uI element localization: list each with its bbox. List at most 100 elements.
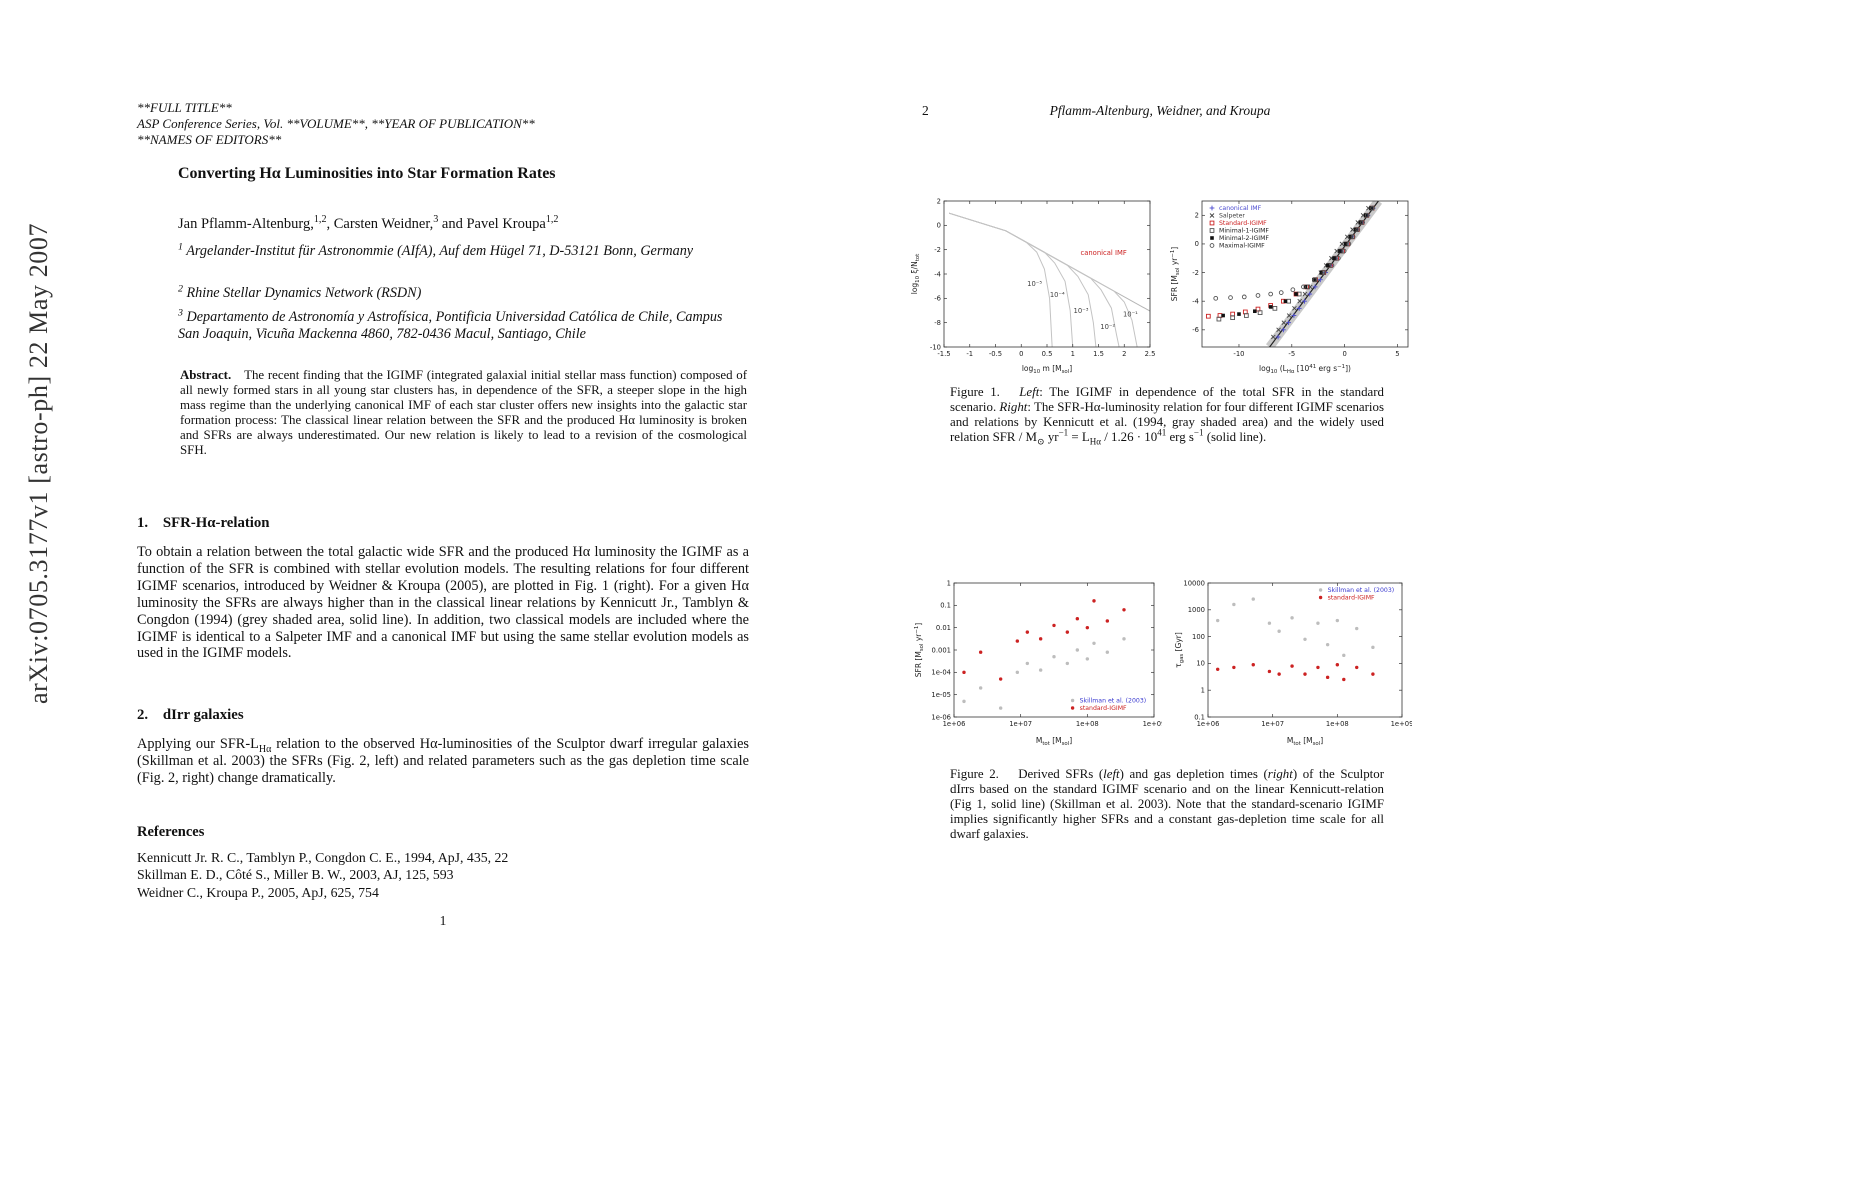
svg-text:1e+06: 1e+06 xyxy=(1197,720,1220,728)
svg-text:log10 m [Msol]: log10 m [Msol] xyxy=(1022,364,1072,375)
running-title: Pflamm-Altenburg, Weidner, and Kroupa xyxy=(1049,103,1271,118)
paper-title: Converting Hα Luminosities into Star For… xyxy=(178,165,556,182)
header-line-2: ASP Conference Series, Vol. **VOLUME**, … xyxy=(137,116,535,131)
figure-1-right-plot: -10 -5 0 5 2 0 -2 -4 -6 log10 (LHα [1041 erg s−1]… xyxy=(1168,195,1420,382)
svg-text:1: 1 xyxy=(1201,687,1205,695)
svg-text:-2: -2 xyxy=(1192,269,1199,277)
author-list: Jan Pflamm-Altenburg,1,2, Carsten Weidne… xyxy=(178,214,559,232)
svg-text:Skillman et al. (2003): Skillman et al. (2003) xyxy=(1328,587,1395,594)
figure-2-left-plot: 1e+06 1e+07 1e+08 1e+09 1e-06 1e-05 1e-04 0.001… xyxy=(912,577,1165,754)
svg-text:100: 100 xyxy=(1192,633,1205,641)
svg-text:1e+06: 1e+06 xyxy=(943,720,966,728)
svg-text:Minimal-2-IGIMF: Minimal-2-IGIMF xyxy=(1219,235,1269,242)
svg-text:10: 10 xyxy=(1196,660,1205,668)
svg-text:canonical IMF: canonical IMF xyxy=(1080,249,1126,257)
svg-text:log10 ξ/Ntot: log10 ξ/Ntot xyxy=(910,254,921,295)
reference-item: Skillman E. D., Côté S., Miller B. W., 2… xyxy=(137,867,454,883)
svg-text:1e+08: 1e+08 xyxy=(1076,720,1099,728)
svg-text:1000: 1000 xyxy=(1188,606,1205,614)
svg-text:1: 1 xyxy=(947,579,951,587)
svg-text:1.5: 1.5 xyxy=(1093,350,1104,358)
svg-text:0.1: 0.1 xyxy=(940,602,951,610)
svg-text:Maximal-IGIMF: Maximal-IGIMF xyxy=(1219,243,1265,250)
svg-text:2.5: 2.5 xyxy=(1145,350,1156,358)
svg-text:0.1: 0.1 xyxy=(1194,713,1205,721)
svg-text:1: 1 xyxy=(1071,350,1075,358)
conference-header: **FULL TITLE** ASP Conference Series, Vo… xyxy=(137,100,535,148)
svg-text:Mtot [Msol]: Mtot [Msol] xyxy=(1287,736,1323,747)
svg-text:10000: 10000 xyxy=(1183,579,1205,587)
svg-text:1e+07: 1e+07 xyxy=(1009,720,1032,728)
svg-text:0.01: 0.01 xyxy=(936,624,951,632)
header-line-1: **FULL TITLE** xyxy=(137,100,232,115)
svg-text:standard-IGIMF: standard-IGIMF xyxy=(1328,595,1375,602)
svg-text:5: 5 xyxy=(1395,350,1399,358)
svg-text:-4: -4 xyxy=(1192,297,1199,305)
section-1-body: To obtain a relation between the total g… xyxy=(137,544,749,662)
reference-item: Weidner C., Kroupa P., 2005, ApJ, 625, 7… xyxy=(137,884,379,900)
figure-2-right-plot: 1e+06 1e+07 1e+08 1e+09 0.1 1 10 100 1000 10000 Mt… xyxy=(1172,577,1413,754)
page-2: 2 Pflamm-Altenburg, Weidner, and Kroupa … xyxy=(900,95,1600,1175)
figure-1-left-plot: -1.5 -1 -0.5 0 0.5 1 1.5 2 2.5 2 0 -2 -4 -6 -8 -10 log10… xyxy=(908,195,1160,382)
svg-text:10⁻¹: 10⁻¹ xyxy=(1123,311,1138,319)
svg-text:-1: -1 xyxy=(966,350,973,358)
reference-list: Kennicutt Jr. R. C., Tamblyn P., Congdon… xyxy=(137,849,508,901)
affiliation-1: 1 Argelander-Institut für Astronommie (A… xyxy=(178,241,694,259)
svg-text:2: 2 xyxy=(1122,350,1126,358)
page-1: **FULL TITLE** ASP Conference Series, Vo… xyxy=(137,95,749,1175)
section-2-heading: 2. dIrr galaxies xyxy=(137,707,244,723)
svg-text:0: 0 xyxy=(1342,350,1346,358)
svg-text:0.001: 0.001 xyxy=(932,646,951,654)
svg-text:10⁻⁵: 10⁻⁵ xyxy=(1027,280,1042,288)
svg-text:1e-05: 1e-05 xyxy=(931,691,951,699)
svg-text:-6: -6 xyxy=(1192,326,1199,334)
svg-text:SFR [Msol yr−1]: SFR [Msol yr−1] xyxy=(914,623,925,678)
figure-1-caption: Figure 1. Left: The IGIMF in dependence … xyxy=(950,385,1384,447)
svg-text:2: 2 xyxy=(1195,212,1199,220)
svg-text:Standard-IGIMF: Standard-IGIMF xyxy=(1219,220,1267,227)
svg-text:0: 0 xyxy=(937,222,941,230)
svg-text:-2: -2 xyxy=(934,246,941,254)
svg-text:-4: -4 xyxy=(934,270,941,278)
figure-2-caption: Figure 2. Derived SFRs (left) and gas de… xyxy=(950,767,1385,841)
svg-text:10⁻²: 10⁻² xyxy=(1100,323,1115,331)
arxiv-stamp: arXiv:0705.3177v1 [astro-ph] 22 May 2007 xyxy=(24,222,53,704)
svg-text:-6: -6 xyxy=(934,295,941,303)
svg-text:1e+07: 1e+07 xyxy=(1261,720,1284,728)
svg-text:-10: -10 xyxy=(1233,350,1244,358)
svg-text:0: 0 xyxy=(1019,350,1023,358)
svg-text:10⁻³: 10⁻³ xyxy=(1074,307,1089,315)
svg-text:1e-04: 1e-04 xyxy=(931,669,951,677)
svg-text:Skillman et al. (2003): Skillman et al. (2003) xyxy=(1080,698,1147,705)
reference-item: Kennicutt Jr. R. C., Tamblyn P., Congdon… xyxy=(137,850,509,865)
abstract: Abstract. The recent finding that the IG… xyxy=(180,368,747,457)
svg-text:-10: -10 xyxy=(930,343,941,351)
svg-text:SFR [Msol yr−1]: SFR [Msol yr−1] xyxy=(1170,247,1181,302)
svg-text:10⁻⁴: 10⁻⁴ xyxy=(1050,291,1065,299)
svg-text:-1.5: -1.5 xyxy=(937,350,950,358)
svg-text:2: 2 xyxy=(937,197,941,205)
svg-text:1e+08: 1e+08 xyxy=(1326,720,1349,728)
svg-text:-0.5: -0.5 xyxy=(989,350,1002,358)
header-line-3: **NAMES OF EDITORS** xyxy=(137,132,282,147)
svg-text:1e-06: 1e-06 xyxy=(931,713,951,721)
svg-text:0.5: 0.5 xyxy=(1042,350,1053,358)
svg-text:Minimal-1-IGIMF: Minimal-1-IGIMF xyxy=(1219,228,1269,235)
svg-text:1e+09: 1e+09 xyxy=(1391,720,1412,728)
svg-text:-8: -8 xyxy=(934,319,941,327)
svg-text:τgas [Gyr]: τgas [Gyr] xyxy=(1174,632,1185,668)
svg-text:standard-IGIMF: standard-IGIMF xyxy=(1080,705,1127,712)
affiliation-3: 3 Departamento de Astronomía y Astrofísi… xyxy=(178,307,723,343)
svg-text:log10 (LHα [1041 erg s−1]): log10 (LHα [1041 erg s−1]) xyxy=(1259,364,1351,375)
page-2-number: 2 xyxy=(922,103,929,118)
affiliation-2: 2 Rhine Stellar Dynamics Network (RSDN) xyxy=(178,283,422,301)
svg-text:1e+09: 1e+09 xyxy=(1143,720,1162,728)
section-2-body: Applying our SFR-LHα relation to the obs… xyxy=(137,736,749,786)
svg-text:Salpeter: Salpeter xyxy=(1219,213,1245,220)
svg-text:canonical IMF: canonical IMF xyxy=(1219,205,1262,212)
page-1-number: 1 xyxy=(439,913,447,928)
references-heading: References xyxy=(137,824,205,840)
svg-text:0: 0 xyxy=(1195,240,1199,248)
section-1-heading: 1. SFR-Hα-relation xyxy=(137,515,270,531)
